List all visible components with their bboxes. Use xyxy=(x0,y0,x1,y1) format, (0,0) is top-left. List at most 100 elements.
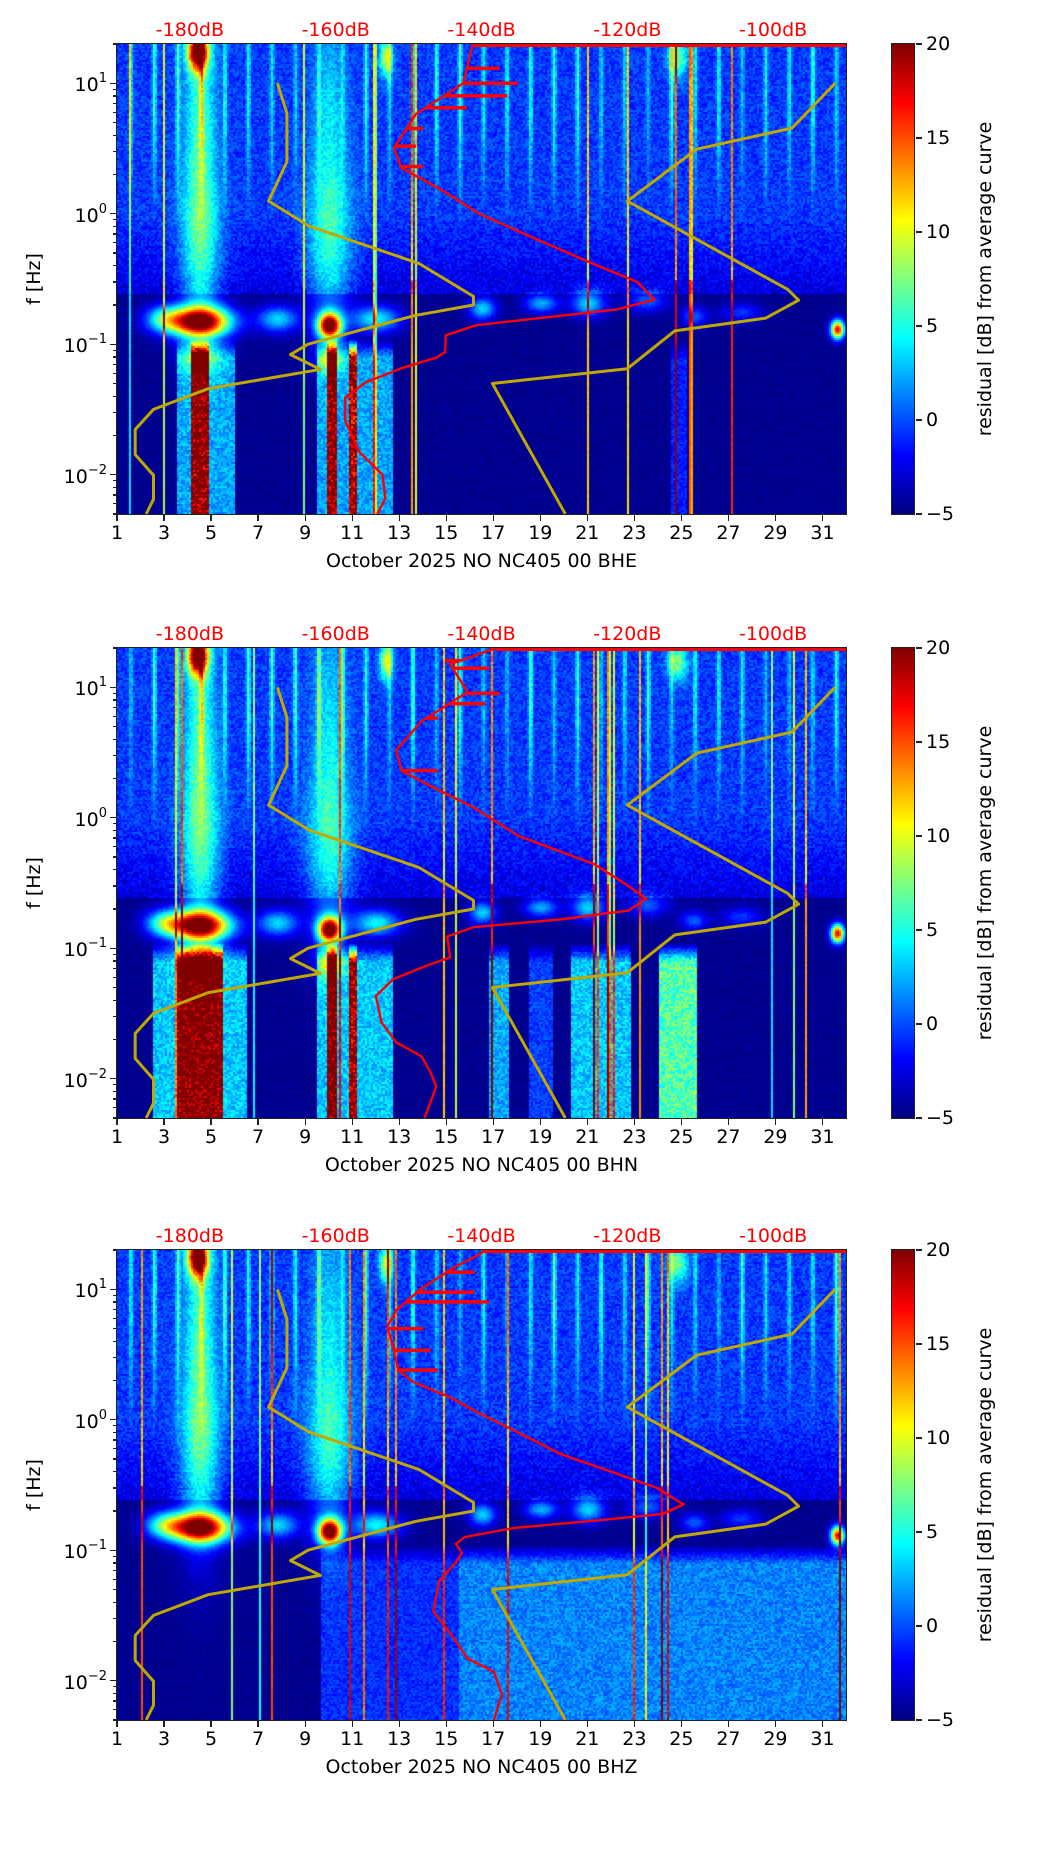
y-minor-tick xyxy=(112,885,116,887)
y-tick-mark xyxy=(110,686,116,688)
x-tick-mark xyxy=(116,1119,118,1125)
y-tick-label: 101 xyxy=(75,675,107,700)
x-tick-label: 27 xyxy=(716,522,741,544)
x-tick-label: 29 xyxy=(763,1728,788,1750)
x-tick-mark xyxy=(398,1119,400,1125)
y-minor-tick xyxy=(112,1038,116,1041)
y-tick-base: 10 xyxy=(63,335,88,358)
y-minor-tick xyxy=(112,411,116,414)
x-tick-label: 21 xyxy=(575,1126,600,1148)
y-minor-tick xyxy=(112,1719,116,1721)
x-tick-label: 19 xyxy=(528,1126,553,1148)
y-tick-mark xyxy=(110,1288,116,1290)
nhnm-curve xyxy=(490,82,837,514)
y-tick-label: 100 xyxy=(74,201,107,227)
x-tick-mark xyxy=(351,1119,353,1125)
y-tick-mark xyxy=(110,82,116,84)
spectrogram-axes xyxy=(116,647,847,1119)
y-minor-tick xyxy=(112,1249,116,1251)
y-tick-label: 10−1 xyxy=(64,1538,107,1563)
x-tick-mark xyxy=(257,515,259,521)
x-tick-mark xyxy=(774,1721,777,1727)
x-tick-label: 15 xyxy=(434,522,459,544)
x-tick-mark xyxy=(351,1721,353,1727)
colorbar-tick-label: −5 xyxy=(926,1709,955,1731)
y-minor-tick xyxy=(112,846,116,848)
colorbar-tick xyxy=(916,929,922,931)
x-tick-mark xyxy=(633,1721,636,1727)
residual-heatmap xyxy=(117,1250,846,1720)
colorbar-tick xyxy=(916,1343,922,1345)
y-minor-tick xyxy=(112,908,116,910)
y-minor-tick xyxy=(112,225,116,228)
x-tick-label: 27 xyxy=(716,1728,741,1750)
spectrogram-axes xyxy=(116,43,847,515)
colorbar-tick xyxy=(916,1437,922,1439)
x-tick-label: 11 xyxy=(340,1728,365,1750)
y-minor-tick xyxy=(112,1510,116,1512)
x-tick-label: 5 xyxy=(205,522,218,544)
y-tick-base: 10 xyxy=(63,939,88,962)
x-tick-label: 25 xyxy=(669,522,694,544)
y-minor-tick xyxy=(112,43,116,45)
x-tick-mark xyxy=(680,1119,683,1125)
x-tick-label: 29 xyxy=(763,1126,788,1148)
colorbar-tick xyxy=(916,137,922,139)
y-minor-tick xyxy=(112,513,116,515)
spectrogram-panel-bhe: 1 3 5 7 9 11 13 15 17 19 21 23 25 27 29 31 101 100 10−1 10−… xyxy=(0,19,1052,644)
colorbar-tick-label: 10 xyxy=(926,1427,951,1449)
y-minor-tick xyxy=(112,1487,116,1489)
y-tick-base: 10 xyxy=(63,1671,88,1694)
y-tick-exponent: 0 xyxy=(98,1407,107,1423)
db-scale-label: -160dB xyxy=(301,19,370,41)
y-tick-mark xyxy=(110,1680,116,1682)
y-minor-tick xyxy=(112,434,116,437)
db-scale-label: -100dB xyxy=(738,623,808,645)
y-minor-tick xyxy=(112,363,116,366)
x-tick-mark xyxy=(163,1721,165,1727)
y-minor-tick xyxy=(112,494,116,496)
y-minor-tick xyxy=(112,856,116,858)
x-tick-label: 1 xyxy=(110,522,124,544)
y-axis-title: f [Hz] xyxy=(23,857,45,909)
y-tick-label: 100 xyxy=(75,1407,107,1433)
colorbar-tick-label: 0 xyxy=(926,1615,939,1637)
y-tick-exponent: 0 xyxy=(98,805,107,821)
colorbar-tick-label: 20 xyxy=(926,33,951,55)
y-minor-tick xyxy=(112,1294,116,1296)
y-tick-label: 100 xyxy=(75,805,107,831)
x-tick-mark xyxy=(821,1721,824,1727)
y-tick-base: 10 xyxy=(74,204,99,227)
y-minor-tick xyxy=(112,382,116,385)
x-tick-label: 17 xyxy=(481,522,506,544)
x-tick-label: 7 xyxy=(252,1728,265,1750)
y-minor-tick xyxy=(112,265,116,267)
x-tick-label: 9 xyxy=(299,1126,312,1148)
y-minor-tick xyxy=(112,1692,116,1695)
db-scale-label: -120dB xyxy=(593,623,662,645)
y-minor-tick xyxy=(112,1617,116,1620)
x-tick-label: 11 xyxy=(340,1126,365,1148)
y-tick-exponent: 0 xyxy=(98,201,107,217)
y-minor-tick xyxy=(112,967,116,970)
colorbar-tick xyxy=(916,741,922,743)
colorbar-tick-label: 15 xyxy=(926,127,951,149)
colorbar-tick-label: 15 xyxy=(926,731,951,753)
x-tick-mark xyxy=(539,515,541,521)
nhnm-curve xyxy=(490,1288,837,1720)
nlnm-curve xyxy=(133,1288,475,1720)
y-tick-mark xyxy=(110,947,116,949)
y-minor-tick xyxy=(112,1588,116,1591)
colorbar-tick-label: 0 xyxy=(926,409,939,431)
spectrogram-panel-bhz: 1 3 5 7 9 11 13 15 17 19 21 23 25 27 29 31 101 100 10−1 10−… xyxy=(0,1225,1052,1850)
x-tick-mark xyxy=(680,515,683,521)
x-tick-label: 11 xyxy=(340,522,365,544)
colorbar-tick xyxy=(916,419,922,421)
colorbar-tick-label: −5 xyxy=(926,1107,955,1129)
spectrogram-axes xyxy=(116,1249,847,1721)
colorbar-tick xyxy=(916,43,922,45)
y-minor-tick xyxy=(112,111,116,113)
colorbar-tick xyxy=(916,1531,922,1533)
curve-overlay xyxy=(133,44,846,514)
x-tick-mark xyxy=(163,515,165,521)
